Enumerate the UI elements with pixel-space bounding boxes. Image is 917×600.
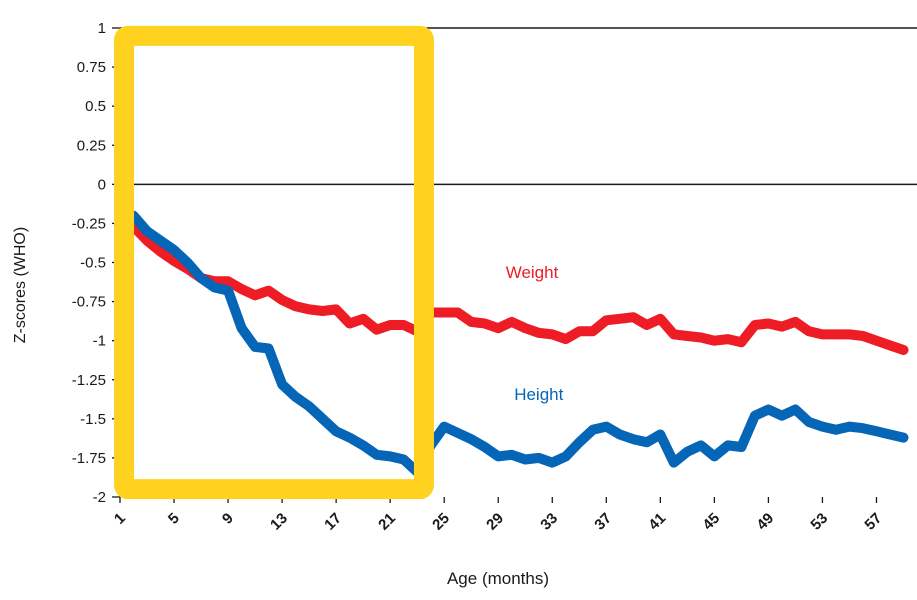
- x-tick-label: 5: [165, 510, 183, 528]
- x-tick-label: 9: [219, 510, 237, 528]
- y-tick-label: 0.75: [77, 59, 106, 76]
- x-tick-label: 33: [537, 510, 561, 534]
- x-tick-label: 45: [699, 510, 723, 534]
- y-tick-label: -2: [93, 489, 106, 506]
- highlight-box: [114, 25, 434, 500]
- x-tick-label: 17: [321, 510, 345, 534]
- y-tick-label: 0: [98, 176, 106, 193]
- x-axis-ticks: 1 5 9 13 17 21 25 29 33 37 41 45 49 53 57: [111, 497, 885, 534]
- y-tick-label: 1: [98, 20, 106, 37]
- x-tick-label: 49: [753, 510, 777, 534]
- y-tick-label: -0.75: [72, 294, 106, 311]
- y-axis-ticks: 1 0.75 0.5 0.25 0 -0.25 -0.5 -0.75 -1 -1.25 -1.5 -1…: [72, 20, 120, 506]
- x-tick-label: 1: [111, 510, 129, 528]
- y-tick-label: -1.5: [80, 411, 106, 428]
- y-tick-label: -0.5: [80, 255, 106, 272]
- y-axis-title: Z-scores (WHO): [12, 227, 29, 343]
- x-tick-label: 25: [429, 510, 453, 534]
- y-tick-label: -1.75: [72, 450, 106, 467]
- highlight-layer: [114, 25, 434, 500]
- reference-lines: [120, 27, 917, 186]
- x-tick-label: 29: [483, 510, 507, 534]
- x-tick-label: 53: [807, 510, 831, 534]
- series-line-height: [128, 210, 909, 477]
- series-label-weight: Weight: [506, 263, 559, 282]
- series-line-weight: [128, 221, 909, 355]
- y-tick-label: -1.25: [72, 372, 106, 389]
- y-tick-label: -1: [93, 333, 106, 350]
- x-tick-label: 21: [375, 510, 399, 534]
- y-tick-label: 0.5: [85, 98, 106, 115]
- x-tick-label: 41: [645, 510, 669, 534]
- y-tick-label: 0.25: [77, 137, 106, 154]
- x-axis-title: Age (months): [447, 569, 549, 588]
- x-tick-label: 13: [267, 510, 291, 534]
- x-tick-label: 37: [591, 510, 615, 534]
- y-tick-label: -0.25: [72, 215, 106, 232]
- series-layer: [128, 210, 909, 477]
- series-label-height: Height: [514, 385, 563, 404]
- x-tick-label: 57: [861, 510, 885, 534]
- series-labels: Weight Height: [506, 263, 564, 404]
